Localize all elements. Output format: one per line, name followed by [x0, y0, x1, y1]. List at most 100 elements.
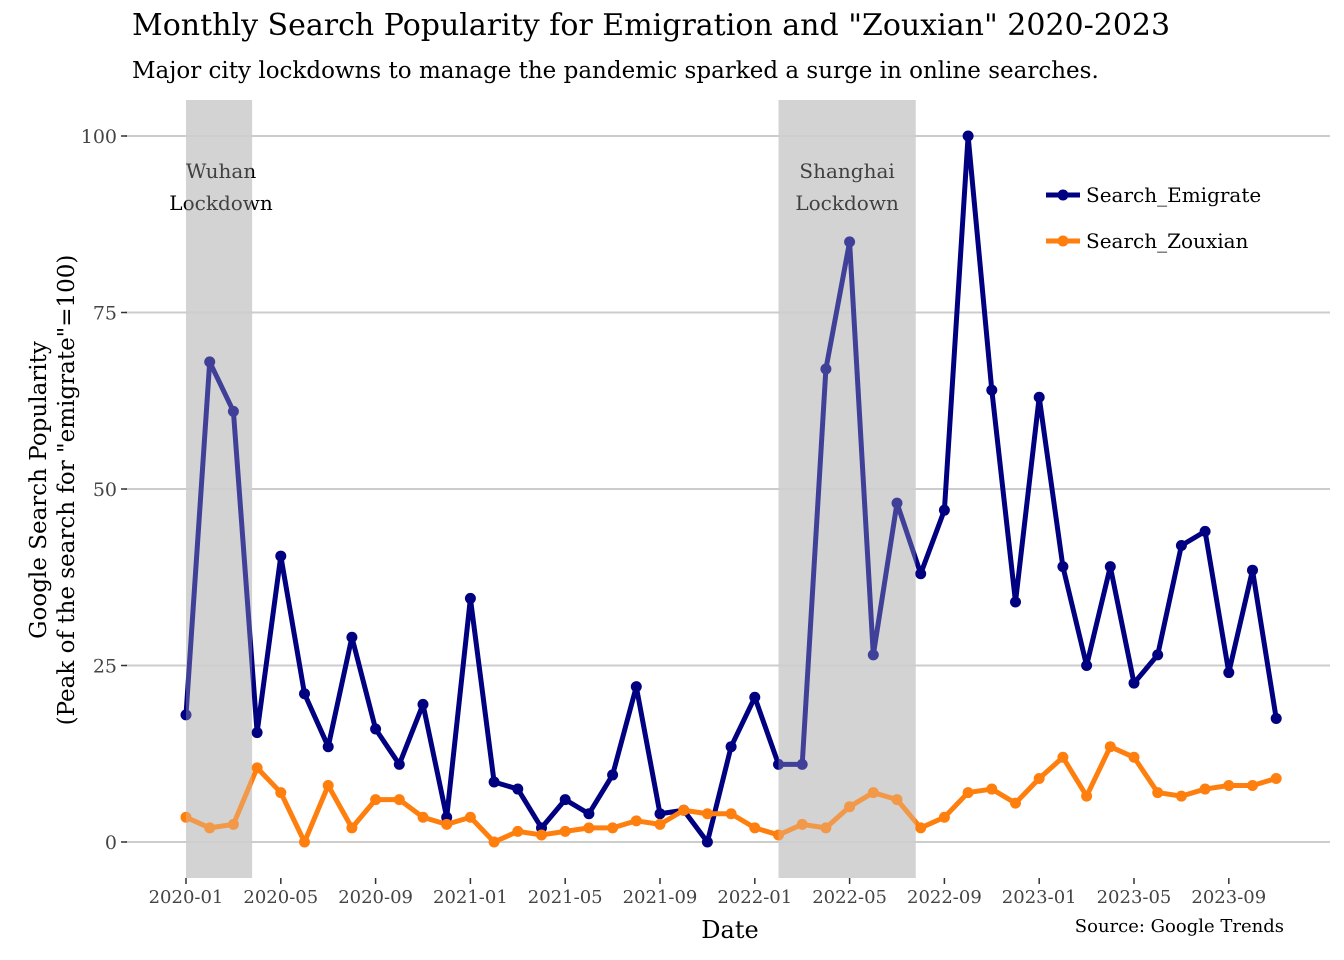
data-point-Search_Zouxian — [1033, 772, 1045, 784]
data-point-Search_Zouxian — [536, 829, 547, 841]
data-point-Search_Zouxian — [867, 787, 879, 799]
x-tick-label: 2022-01 — [717, 887, 792, 908]
data-point-Search_Emigrate — [915, 568, 927, 580]
data-point-Search_Zouxian — [725, 808, 737, 820]
series-lines — [180, 130, 1282, 848]
data-point-Search_Emigrate — [701, 836, 713, 848]
data-point-Search_Emigrate — [1010, 596, 1021, 608]
data-point-Search_Zouxian — [583, 822, 595, 834]
x-tick-label: 2021-01 — [433, 887, 508, 908]
data-point-Search_Emigrate — [796, 758, 808, 770]
data-point-Search_Zouxian — [962, 787, 974, 799]
data-point-Search_Zouxian — [1199, 783, 1211, 795]
data-point-Search_Emigrate — [962, 130, 974, 142]
data-point-Search_Emigrate — [417, 698, 429, 710]
data-point-Search_Zouxian — [346, 822, 358, 834]
x-tick-label: 2023-05 — [1097, 887, 1172, 908]
data-point-Search_Emigrate — [464, 592, 476, 604]
legend-marker — [1057, 235, 1069, 247]
data-point-Search_Emigrate — [299, 688, 310, 700]
data-point-Search_Emigrate — [559, 794, 571, 806]
data-point-Search_Zouxian — [915, 822, 927, 834]
data-point-Search_Zouxian — [204, 822, 216, 834]
x-axis-title: Date — [701, 916, 758, 944]
data-point-Search_Emigrate — [393, 758, 405, 770]
shaded-region-label-1: Shanghai — [799, 159, 894, 183]
data-point-Search_Zouxian — [1247, 780, 1258, 792]
data-point-Search_Zouxian — [393, 794, 405, 806]
data-point-Search_Emigrate — [1270, 712, 1282, 724]
data-point-Search_Zouxian — [275, 787, 287, 799]
shaded-overlays: Wuhan Lockdown Shanghai Lockdown — [169, 100, 916, 878]
shaded-region-overlay-1 — [778, 100, 916, 878]
data-point-Search_Zouxian — [701, 808, 713, 820]
data-point-Search_Zouxian — [299, 836, 310, 848]
data-point-Search_Emigrate — [986, 384, 998, 396]
shaded-region-label-0: Wuhan — [186, 159, 256, 183]
data-point-Search_Emigrate — [1247, 564, 1258, 576]
data-point-Search_Emigrate — [180, 709, 192, 721]
data-point-Search_Zouxian — [1010, 797, 1021, 809]
legend: Search_Emigrate Search_Zouxian — [1046, 183, 1261, 253]
data-point-Search_Emigrate — [1152, 649, 1164, 661]
data-point-Search_Zouxian — [844, 801, 856, 813]
shaded-region-overlay-0 — [186, 100, 253, 878]
data-point-Search_Emigrate — [654, 808, 666, 820]
x-tick-label: 2021-09 — [623, 887, 698, 908]
axes: 0 25 50 75 100 2020-01 2020-05 2020-09 2021-01 20… — [81, 126, 1266, 908]
data-point-Search_Zouxian — [607, 822, 619, 834]
data-point-Search_Emigrate — [749, 691, 761, 703]
data-point-Search_Zouxian — [773, 829, 784, 841]
y-tick-label: 0 — [105, 832, 117, 854]
data-point-Search_Emigrate — [820, 363, 832, 375]
data-point-Search_Zouxian — [986, 783, 998, 795]
data-point-Search_Emigrate — [1223, 667, 1235, 679]
data-point-Search_Zouxian — [749, 822, 761, 834]
source-note: Source: Google Trends — [1074, 916, 1284, 937]
data-point-Search_Emigrate — [1081, 660, 1093, 671]
x-tick-label: 2022-09 — [907, 887, 982, 908]
data-point-Search_Emigrate — [1057, 561, 1069, 573]
data-point-Search_Zouxian — [251, 762, 263, 774]
data-point-Search_Emigrate — [346, 631, 358, 643]
data-point-Search_Emigrate — [583, 808, 595, 820]
y-tick-label: 25 — [93, 656, 117, 678]
data-point-Search_Zouxian — [938, 811, 950, 823]
y-axis-title-line2: (Peak of the search for "emigrate"=100) — [54, 255, 80, 726]
legend-marker — [1057, 189, 1069, 201]
x-tick-label: 2023-09 — [1191, 887, 1266, 908]
data-point-Search_Zouxian — [1175, 790, 1187, 802]
data-point-Search_Emigrate — [370, 723, 382, 735]
data-point-Search_Zouxian — [1057, 751, 1069, 763]
data-point-Search_Emigrate — [512, 783, 524, 795]
data-point-Search_Emigrate — [1199, 525, 1211, 537]
data-point-Search_Emigrate — [867, 649, 879, 661]
data-point-Search_Zouxian — [654, 818, 666, 830]
data-point-Search_Zouxian — [1270, 772, 1282, 784]
x-tick-label: 2020-09 — [338, 887, 413, 908]
data-point-Search_Emigrate — [1104, 561, 1116, 573]
data-point-Search_Zouxian — [180, 811, 192, 823]
data-point-Search_Emigrate — [1128, 677, 1140, 689]
data-point-Search_Emigrate — [1175, 539, 1187, 551]
shaded-region-label-0: Lockdown — [169, 191, 273, 215]
data-point-Search_Emigrate — [630, 681, 642, 693]
data-point-Search_Emigrate — [891, 497, 903, 509]
data-point-Search_Emigrate — [938, 504, 950, 516]
shaded-region-label-1: Lockdown — [795, 191, 899, 215]
data-point-Search_Zouxian — [441, 818, 453, 830]
data-point-Search_Emigrate — [322, 741, 334, 753]
data-point-Search_Zouxian — [512, 825, 524, 837]
data-point-Search_Zouxian — [488, 836, 500, 848]
data-point-Search_Zouxian — [417, 811, 429, 823]
x-tick-label: 2021-05 — [528, 887, 603, 908]
data-point-Search_Emigrate — [844, 236, 856, 248]
y-tick-label: 100 — [81, 126, 117, 148]
data-point-Search_Zouxian — [464, 811, 476, 823]
data-point-Search_Zouxian — [891, 794, 903, 806]
data-point-Search_Zouxian — [1104, 741, 1116, 753]
data-point-Search_Emigrate — [607, 769, 619, 781]
data-point-Search_Emigrate — [488, 776, 500, 788]
data-point-Search_Emigrate — [1033, 391, 1045, 403]
